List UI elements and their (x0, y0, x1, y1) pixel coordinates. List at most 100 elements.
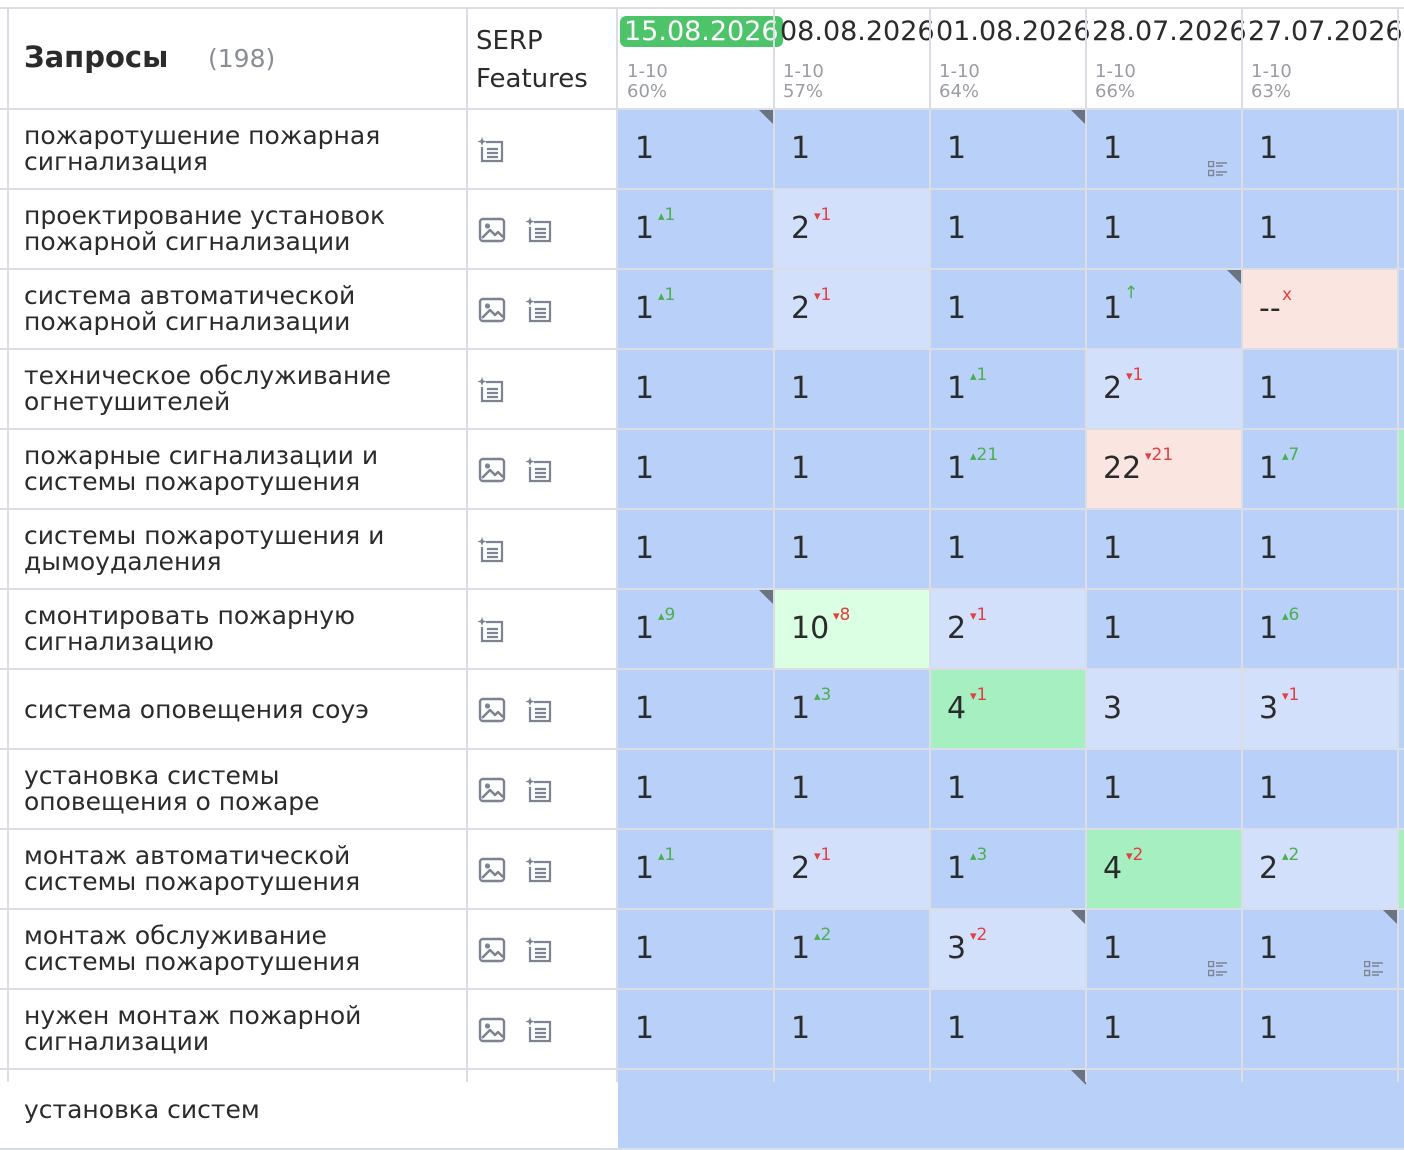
position-cell[interactable]: 1 (618, 909, 774, 989)
position-cell[interactable]: 10 ▾8 (774, 589, 930, 669)
position-cell[interactable]: 1 (618, 429, 774, 509)
position-cell-clipped[interactable] (1398, 669, 1404, 749)
position-cell[interactable]: 1 (774, 749, 930, 829)
position-cell[interactable]: -- x (1242, 269, 1398, 349)
position-cell-clipped[interactable] (1398, 429, 1404, 509)
position-cell[interactable]: 1 (930, 749, 1086, 829)
query-text[interactable]: монтаж обслуживание системы пожаротушения (24, 923, 454, 975)
position-cell[interactable]: 3 ▾1 (1242, 669, 1398, 749)
position-cell[interactable]: 1 (618, 749, 774, 829)
position-cell[interactable]: 1 (1242, 509, 1398, 589)
position-cell-clipped[interactable] (1398, 909, 1404, 989)
query-text[interactable]: система автоматической пожарной сигнализа… (24, 283, 454, 335)
date-column-header[interactable]: 08.08.2026 1-10 57% (774, 0, 935, 108)
position-cell[interactable]: 3 (1086, 669, 1242, 749)
query-text[interactable]: смонтировать пожарную сигнализацию (24, 603, 454, 655)
position-cell-clipped[interactable] (1398, 589, 1404, 669)
query-text[interactable]: нужен монтаж пожарной сигнализации (24, 1003, 454, 1055)
date-column-header[interactable]: 01.08.2026 1-10 64% (930, 0, 1091, 108)
query-text[interactable]: пожаротушение пожарная сигнализация (24, 123, 454, 175)
date-column-header[interactable]: 27.07.2026 1-10 63% (1242, 0, 1403, 108)
position-cell[interactable]: 2 ▾1 (774, 189, 930, 269)
position-cell[interactable]: 1 (618, 349, 774, 429)
position-cell[interactable] (1242, 1069, 1398, 1149)
position-cell[interactable]: 4 ▾2 (1086, 829, 1242, 909)
date-label[interactable]: 28.07.2026 (1092, 16, 1247, 47)
position-cell[interactable]: 1 ▴1 (930, 349, 1086, 429)
query-text[interactable]: установка систем (24, 1097, 454, 1123)
position-cell-clipped[interactable] (1398, 109, 1404, 189)
position-cell[interactable]: 1 (930, 269, 1086, 349)
position-cell-clipped[interactable] (1398, 349, 1404, 429)
position-cell[interactable]: 1 (774, 509, 930, 589)
position-cell[interactable] (774, 1069, 930, 1149)
position-cell-clipped[interactable] (1398, 509, 1404, 589)
position-cell[interactable]: 1 ▴21 (930, 429, 1086, 509)
date-label[interactable]: 08.08.2026 (780, 16, 935, 47)
position-cell[interactable]: 1 (1242, 109, 1398, 189)
position-cell[interactable]: 1 (1086, 109, 1242, 189)
position-cell-clipped[interactable] (1398, 269, 1404, 349)
position-cell[interactable]: 22 ▾21 (1086, 429, 1242, 509)
query-text[interactable]: техническое обслуживание огнетушителей (24, 363, 454, 415)
position-cell[interactable] (1086, 1069, 1242, 1149)
position-cell[interactable]: 1 (1086, 189, 1242, 269)
date-label[interactable]: 01.08.2026 (936, 16, 1091, 47)
query-text[interactable]: пожарные сигнализации и системы пожаротуш… (24, 443, 454, 495)
position-cell[interactable]: 1 (1086, 989, 1242, 1069)
position-cell[interactable]: 1 (618, 989, 774, 1069)
position-cell[interactable]: 1 (1242, 189, 1398, 269)
position-cell[interactable]: 1 (930, 989, 1086, 1069)
position-cell[interactable]: 1 (1086, 509, 1242, 589)
query-text[interactable]: установка системы оповещения о пожаре (24, 763, 454, 815)
position-cell[interactable]: 1 (1242, 349, 1398, 429)
position-cell-clipped[interactable] (1398, 989, 1404, 1069)
position-cell[interactable]: 1 ▴1 (618, 189, 774, 269)
position-cell[interactable]: 2 ▾1 (774, 829, 930, 909)
position-cell-clipped[interactable] (1398, 749, 1404, 829)
query-text[interactable]: монтаж автоматической системы пожаротушен… (24, 843, 454, 895)
position-cell[interactable]: 2 ▾1 (774, 269, 930, 349)
position-cell[interactable]: 1 ▴3 (774, 669, 930, 749)
position-cell[interactable]: 1 ▴1 (618, 269, 774, 349)
position-cell[interactable]: 2 ▴2 (1242, 829, 1398, 909)
position-cell[interactable]: 1 (618, 509, 774, 589)
position-cell[interactable]: 1 ▴6 (1242, 589, 1398, 669)
position-cell-clipped[interactable] (1398, 829, 1404, 909)
query-text[interactable]: проектирование установок пожарной сигнали… (24, 203, 454, 255)
position-cell[interactable] (930, 1069, 1086, 1149)
date-label[interactable]: 15.08.2026 (620, 16, 783, 47)
position-cell[interactable]: 1 ▴9 (618, 589, 774, 669)
position-cell[interactable]: 1 ↑ (1086, 269, 1242, 349)
position-cell[interactable]: 1 (1086, 909, 1242, 989)
position-cell[interactable]: 1 (1242, 749, 1398, 829)
position-cell[interactable]: 1 ▴3 (930, 829, 1086, 909)
position-cell[interactable]: 1 (930, 189, 1086, 269)
position-cell[interactable]: 3 ▾2 (930, 909, 1086, 989)
position-cell[interactable]: 4 ▾1 (930, 669, 1086, 749)
position-cell[interactable]: 1 (930, 509, 1086, 589)
position-cell[interactable]: 1 (774, 109, 930, 189)
position-cell[interactable]: 1 (1242, 989, 1398, 1069)
position-cell[interactable]: 1 (774, 429, 930, 509)
position-cell[interactable]: 1 (1242, 909, 1398, 989)
position-cell[interactable]: 2 ▾1 (1086, 349, 1242, 429)
position-cell[interactable]: 1 (930, 109, 1086, 189)
position-cell[interactable]: 1 (618, 669, 774, 749)
position-cell[interactable]: 1 (774, 349, 930, 429)
position-cell[interactable]: 1 (1086, 749, 1242, 829)
date-label[interactable]: 27.07.2026 (1248, 16, 1403, 47)
query-text[interactable]: система оповещения соуэ (24, 697, 454, 723)
position-cell-clipped[interactable] (1398, 189, 1404, 269)
query-text[interactable]: системы пожаротушения и дымоудаления (24, 523, 454, 575)
position-cell[interactable]: 1 (774, 989, 930, 1069)
position-cell[interactable]: 1 (1086, 589, 1242, 669)
position-cell[interactable]: 1 ▴1 (618, 829, 774, 909)
position-cell[interactable]: 2 ▾1 (930, 589, 1086, 669)
position-cell[interactable]: 1 ▴7 (1242, 429, 1398, 509)
position-cell[interactable] (618, 1069, 774, 1149)
position-cell[interactable]: 1 ▴2 (774, 909, 930, 989)
date-column-header[interactable]: 15.08.2026 1-10 60% (618, 0, 783, 108)
date-column-header[interactable]: 28.07.2026 1-10 66% (1086, 0, 1247, 108)
position-cell[interactable]: 1 (618, 109, 774, 189)
